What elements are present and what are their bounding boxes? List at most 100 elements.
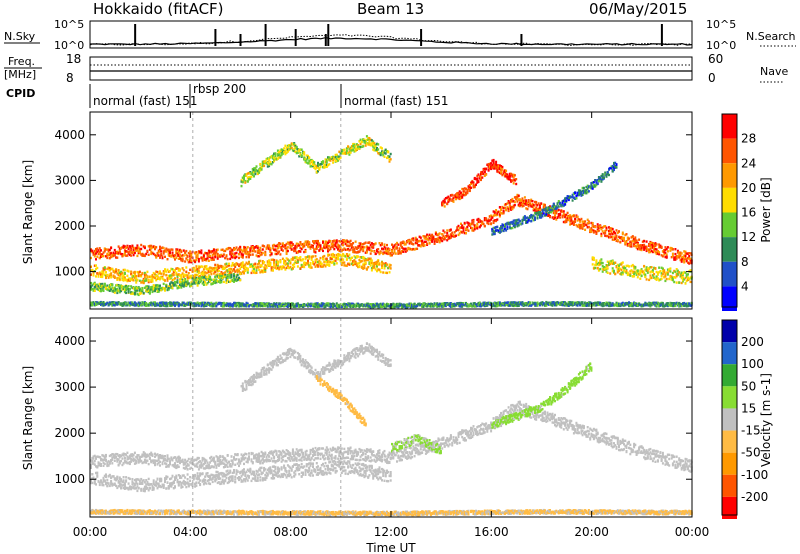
- data-cell: [582, 189, 585, 192]
- data-cell: [422, 244, 425, 248]
- data-cell: [512, 179, 515, 182]
- data-cell: [291, 243, 294, 246]
- data-cell: [491, 159, 494, 162]
- data-cell: [91, 301, 94, 305]
- data-cell: [141, 254, 144, 257]
- data-cell: [428, 233, 431, 236]
- data-cell: [154, 245, 156, 249]
- data-cell: [205, 275, 208, 279]
- data-cell: [488, 162, 491, 166]
- data-cell: [584, 223, 587, 226]
- data-cell: [595, 179, 598, 182]
- data-cell: [516, 193, 519, 197]
- data-cell: [276, 260, 279, 264]
- data-cell: [244, 174, 247, 177]
- data-cell: [263, 270, 266, 273]
- data-cell: [241, 179, 244, 182]
- data-cell: [169, 249, 171, 252]
- data-cell: [238, 276, 240, 280]
- data-cell: [154, 303, 156, 307]
- data-cell: [345, 150, 348, 153]
- data-cell: [318, 249, 321, 252]
- data-cell: [187, 260, 190, 264]
- data-cell: [268, 163, 271, 166]
- data-cell: [547, 211, 550, 215]
- data-cell: [255, 302, 258, 305]
- data-cell: [148, 302, 151, 305]
- data-cell: [240, 253, 243, 256]
- data-cell: [328, 239, 331, 243]
- data-cell: [211, 269, 214, 272]
- data-cell: [678, 253, 681, 256]
- data-cell: [181, 278, 184, 281]
- data-cell: [678, 251, 681, 254]
- data-cell: [128, 253, 131, 257]
- data-cell: [679, 251, 682, 254]
- data-cell: [471, 226, 474, 230]
- data-cell: [123, 268, 126, 272]
- data-cell: [269, 262, 272, 265]
- data-cell: [214, 281, 217, 285]
- data-cell: [373, 146, 376, 149]
- data-cell: [506, 173, 509, 176]
- data-cell: [278, 152, 281, 155]
- data-cell: [643, 239, 646, 243]
- data-cell: [471, 221, 474, 225]
- data-cell: [92, 301, 95, 304]
- data-cell: [293, 256, 296, 259]
- data-cell: [205, 252, 208, 255]
- data-cell: [525, 199, 528, 202]
- data-cell: [145, 285, 148, 288]
- nsky-line: [90, 36, 693, 46]
- data-cell: [228, 264, 230, 267]
- data-cell: [495, 163, 498, 166]
- data-cell: [234, 256, 237, 260]
- data-cell: [412, 243, 415, 246]
- data-cell: [570, 219, 573, 222]
- data-cell: [128, 250, 131, 253]
- data-cell: [199, 250, 202, 254]
- data-cell: [97, 275, 100, 278]
- data-cell: [374, 268, 377, 271]
- data-cell: [470, 222, 472, 226]
- data-cell: [295, 150, 298, 153]
- data-cell: [231, 278, 234, 282]
- data-cell: [411, 237, 414, 241]
- data-cell: [313, 263, 316, 266]
- nsky-tick-top: 10^5: [54, 18, 84, 31]
- data-cell: [230, 267, 233, 271]
- data-cell: [387, 250, 390, 253]
- data-cell: [240, 302, 243, 305]
- data-cell: [381, 247, 383, 250]
- data-cell: [212, 272, 215, 275]
- data-cell: [280, 149, 283, 152]
- data-cell: [261, 160, 264, 164]
- data-cell: [676, 251, 679, 254]
- data-cell: [253, 271, 255, 274]
- data-cell: [333, 255, 336, 259]
- data-cell: [447, 195, 450, 198]
- data-cell: [132, 253, 135, 257]
- data-cell: [372, 140, 375, 143]
- data-cell: [510, 200, 513, 203]
- data-cell: [315, 261, 318, 264]
- data-cell: [150, 250, 153, 253]
- data-cell: [145, 301, 148, 305]
- data-cell: [687, 256, 689, 260]
- data-cell: [253, 170, 255, 174]
- data-cell: [207, 252, 210, 255]
- data-cell: [649, 266, 652, 269]
- data-cell: [377, 251, 380, 254]
- data-cell: [587, 225, 590, 229]
- data-cell: [665, 271, 668, 274]
- data-cell: [525, 207, 528, 210]
- data-cell: [497, 229, 500, 232]
- data-cell: [309, 266, 312, 269]
- data-cell: [604, 225, 607, 228]
- data-cell: [169, 270, 171, 273]
- data-cell: [315, 165, 318, 168]
- data-cell: [664, 279, 667, 283]
- data-cell: [493, 163, 496, 166]
- data-cell: [197, 260, 200, 263]
- data-cell: [200, 302, 203, 306]
